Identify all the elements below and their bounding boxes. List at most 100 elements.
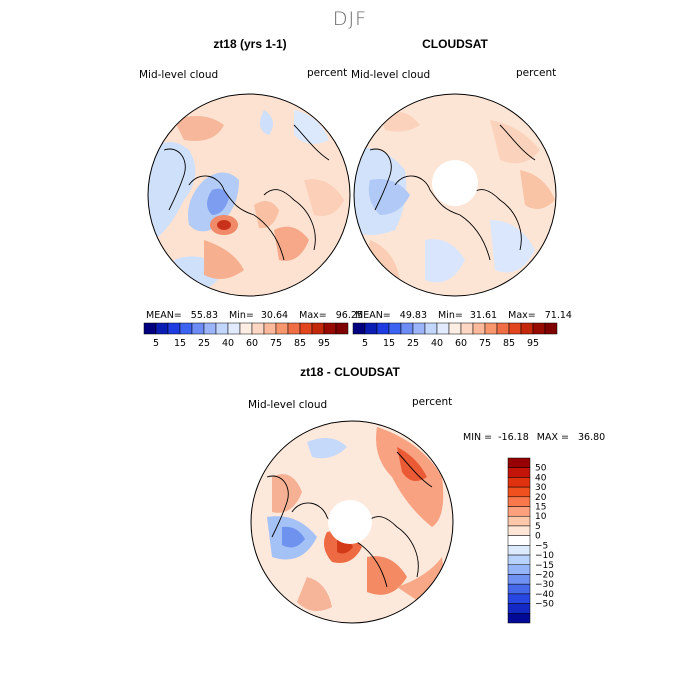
colorbar-tick-label: 40 bbox=[431, 338, 443, 349]
colorbar-swatch bbox=[311, 322, 325, 335]
colorbar-tick-label: −30 bbox=[535, 580, 554, 590]
colorbar-swatch bbox=[424, 322, 438, 335]
colorbar-swatch bbox=[507, 535, 531, 546]
colorbar-swatch bbox=[532, 322, 546, 335]
colorbar-swatch bbox=[364, 322, 378, 335]
colorbar-swatch bbox=[239, 322, 253, 335]
colorbar-tick-label: 15 bbox=[535, 503, 546, 513]
stats-obs: MEAN= 49.83 Min= 31.61 Max= 71.14 bbox=[355, 310, 572, 321]
diff-panel-title: zt18 - CLOUDSAT bbox=[300, 365, 400, 379]
polar-data-gap bbox=[432, 160, 478, 206]
colorbar-swatch bbox=[507, 477, 531, 488]
colorbar-model: 5 15 25 40 60 75 85 95 bbox=[143, 322, 349, 349]
max-value: 96.25 bbox=[335, 310, 363, 321]
colorbar-tick-label: 85 bbox=[503, 338, 515, 349]
colorbar-swatch bbox=[507, 457, 531, 468]
colorbar-tick-label: −40 bbox=[535, 590, 554, 600]
stats-model: MEAN= 55.83 Min= 30.64 Max= 96.25 bbox=[146, 310, 363, 321]
colorbar-swatch bbox=[263, 322, 277, 335]
colorbar-swatch bbox=[400, 322, 414, 335]
diff-units-label: percent bbox=[412, 396, 453, 408]
colorbar-tick-label: 10 bbox=[535, 512, 547, 522]
diff-min-value: -16.18 bbox=[498, 432, 529, 443]
colorbar-swatch bbox=[299, 322, 313, 335]
colorbar-tick-label: 25 bbox=[198, 338, 210, 349]
colorbar-swatch bbox=[507, 564, 531, 575]
variable-label-obs: Mid-level cloud bbox=[351, 69, 431, 81]
diff-minmax: MIN = -16.18 MAX = 36.80 bbox=[463, 432, 605, 443]
colorbar-swatch bbox=[507, 496, 531, 507]
colorbar-obs: 5 15 25 40 60 75 85 95 bbox=[352, 322, 558, 349]
colorbar-swatch bbox=[484, 322, 498, 335]
colorbar-swatch bbox=[544, 322, 558, 335]
polar-map-model bbox=[147, 93, 351, 297]
mean-value: 55.83 bbox=[190, 310, 218, 321]
colorbar-swatch bbox=[352, 322, 366, 335]
colorbar-swatch bbox=[323, 322, 337, 335]
colorbar-swatch bbox=[460, 322, 474, 335]
colorbar-swatch bbox=[507, 525, 531, 536]
colorbar-tick-label: 60 bbox=[455, 338, 467, 349]
colorbar-tick-label: 0 bbox=[535, 532, 541, 542]
colorbar-swatch bbox=[227, 322, 241, 335]
colorbar-swatch bbox=[376, 322, 390, 335]
colorbar-swatch bbox=[167, 322, 181, 335]
colorbar-swatch bbox=[179, 322, 193, 335]
colorbar-swatch bbox=[507, 603, 531, 614]
colorbar-tick-label: 25 bbox=[407, 338, 419, 349]
colorbar-tick-label: 50 bbox=[535, 464, 547, 474]
polar-data-gap bbox=[328, 500, 372, 544]
colorbar-swatch bbox=[508, 322, 522, 335]
colorbar-tick-label: −15 bbox=[535, 561, 554, 571]
colorbar-swatch bbox=[507, 506, 531, 517]
colorbar-tick-label: 5 bbox=[153, 338, 159, 349]
colorbar-swatch bbox=[520, 322, 534, 335]
colorbar-swatch bbox=[388, 322, 402, 335]
colorbar-tick-label: 95 bbox=[318, 338, 330, 349]
colorbar-tick-label: 75 bbox=[270, 338, 282, 349]
colorbar-swatch bbox=[507, 574, 531, 585]
variable-label-model: Mid-level cloud bbox=[139, 69, 219, 81]
colorbar-tick-label: −20 bbox=[535, 570, 554, 580]
colorbar-swatch bbox=[275, 322, 289, 335]
panel-title-model: zt18 (yrs 1-1) bbox=[213, 37, 287, 51]
colorbar-swatch bbox=[507, 613, 531, 624]
min-label: Min= bbox=[229, 310, 254, 321]
colorbar-swatch bbox=[191, 322, 205, 335]
mean-label: MEAN= bbox=[355, 310, 391, 321]
colorbar-tick-label: 30 bbox=[535, 483, 547, 493]
colorbar-swatch bbox=[251, 322, 265, 335]
max-label: Max= bbox=[508, 310, 536, 321]
colorbar-tick-label: −10 bbox=[535, 551, 554, 561]
colorbar-swatch bbox=[507, 583, 531, 595]
colorbar-swatch bbox=[448, 322, 462, 335]
diff-variable-label: Mid-level cloud bbox=[248, 399, 328, 411]
diff-max-label: MAX = bbox=[536, 432, 569, 443]
colorbar-tick-label: 40 bbox=[535, 473, 547, 483]
colorbar-tick-label: 75 bbox=[479, 338, 491, 349]
colorbar-swatch bbox=[436, 322, 450, 335]
colorbar-tick-label: 95 bbox=[527, 338, 539, 349]
polar-map-obs bbox=[353, 93, 557, 297]
colorbar-swatch bbox=[287, 322, 301, 335]
polar-map-difference bbox=[250, 420, 454, 624]
colorbar-swatch bbox=[143, 322, 157, 335]
colorbar-tick-label: 15 bbox=[383, 338, 395, 349]
colorbar-swatch bbox=[215, 322, 229, 335]
colorbar-swatch bbox=[496, 322, 510, 335]
units-label-obs: percent bbox=[516, 67, 557, 79]
colorbar-swatch bbox=[507, 486, 531, 498]
colorbar-tick-label: 5 bbox=[535, 522, 541, 532]
colorbar-tick-label: −5 bbox=[535, 541, 548, 551]
colorbar-swatch bbox=[335, 322, 349, 335]
colorbar-swatch bbox=[203, 322, 217, 335]
min-label: Min= bbox=[438, 310, 463, 321]
colorbar-tick-label: 15 bbox=[174, 338, 186, 349]
max-value: 71.14 bbox=[544, 310, 572, 321]
colorbar-swatch bbox=[472, 322, 486, 335]
mean-value: 49.83 bbox=[399, 310, 427, 321]
units-label-model: percent bbox=[307, 67, 348, 79]
colorbar-tick-label: 20 bbox=[535, 493, 547, 503]
colorbar-swatch bbox=[507, 467, 531, 478]
